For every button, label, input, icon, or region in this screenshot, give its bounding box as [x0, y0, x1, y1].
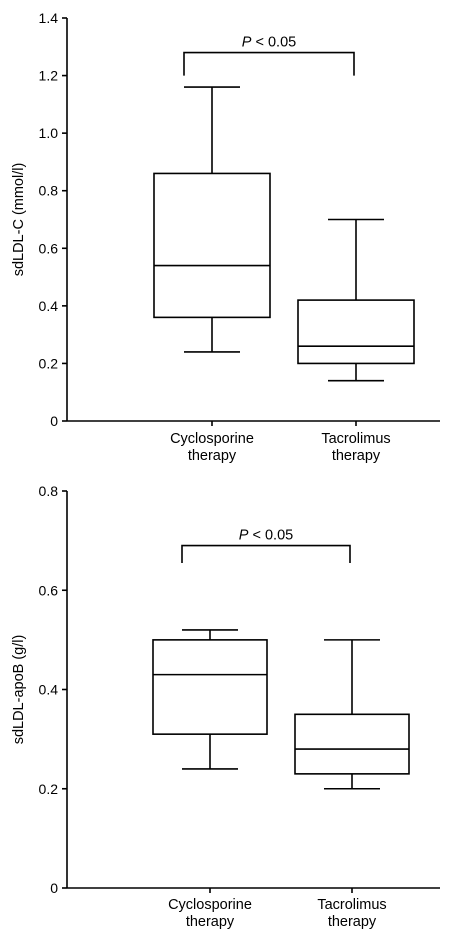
panel2-box: [294, 713, 410, 775]
panel2-y-tick-label: 0.8: [39, 483, 59, 499]
panel1-y-tick-label: 1.4: [39, 10, 59, 26]
panel1-y-tick-label: 1.0: [39, 125, 59, 141]
panel1-category-label-line: Cyclosporine: [170, 431, 254, 447]
panel2-category-label: Cyclosporine therapy: [168, 897, 252, 930]
panel1-category-label: Tacrolimus therapy: [321, 431, 390, 464]
panel2-y-axis-label: sdLDL-apoB (g/l): [11, 635, 27, 745]
panel1-category-label-line: Tacrolimus: [321, 431, 390, 447]
panel2-p-symbol: P: [239, 528, 249, 544]
panel2-significance-bracket: [181, 544, 351, 563]
panel2-box: [152, 639, 268, 735]
panel1-y-tick-label: 0.8: [39, 183, 59, 199]
panel2-category-label-line: Cyclosporine: [168, 897, 252, 913]
panel2-significance-label: P < 0.05: [239, 528, 293, 544]
panel2-y-tick-label: 0: [50, 880, 58, 896]
panel1-y-tick-label: 0.6: [39, 240, 59, 256]
panel1-y-tick-label: 0.4: [39, 298, 59, 314]
panel1-significance-label: P < 0.05: [242, 35, 296, 51]
panel1-p-value: < 0.05: [251, 35, 296, 51]
panel2-y-tick-label: 0.4: [39, 682, 59, 698]
panel2-category-label-line: Tacrolimus: [317, 897, 386, 913]
panel2-category-label-line: therapy: [186, 914, 235, 930]
panel1-category-label-line: therapy: [188, 448, 237, 464]
panel1-y-tick-label: 0.2: [39, 355, 59, 371]
panel1-p-symbol: P: [242, 35, 252, 51]
panel1-box: [297, 299, 415, 365]
panel1-y-tick-label: 0: [50, 413, 58, 429]
panel1-y-axis-label: sdLDL-C (mmol/l): [11, 163, 27, 277]
panel1-category-label: Cyclosporine therapy: [170, 431, 254, 464]
panel2-category-label: Tacrolimus therapy: [317, 897, 386, 930]
panel2-category-label-line: therapy: [328, 914, 377, 930]
panel1-category-label-line: therapy: [332, 448, 381, 464]
panel2-p-value: < 0.05: [248, 528, 293, 544]
panel2-y-tick-label: 0.2: [39, 781, 59, 797]
panel2-y-tick-label: 0.6: [39, 582, 59, 598]
panel1-box: [153, 172, 271, 319]
panel1-y-tick-label: 1.2: [39, 68, 59, 84]
panel1-significance-bracket: [183, 51, 355, 76]
